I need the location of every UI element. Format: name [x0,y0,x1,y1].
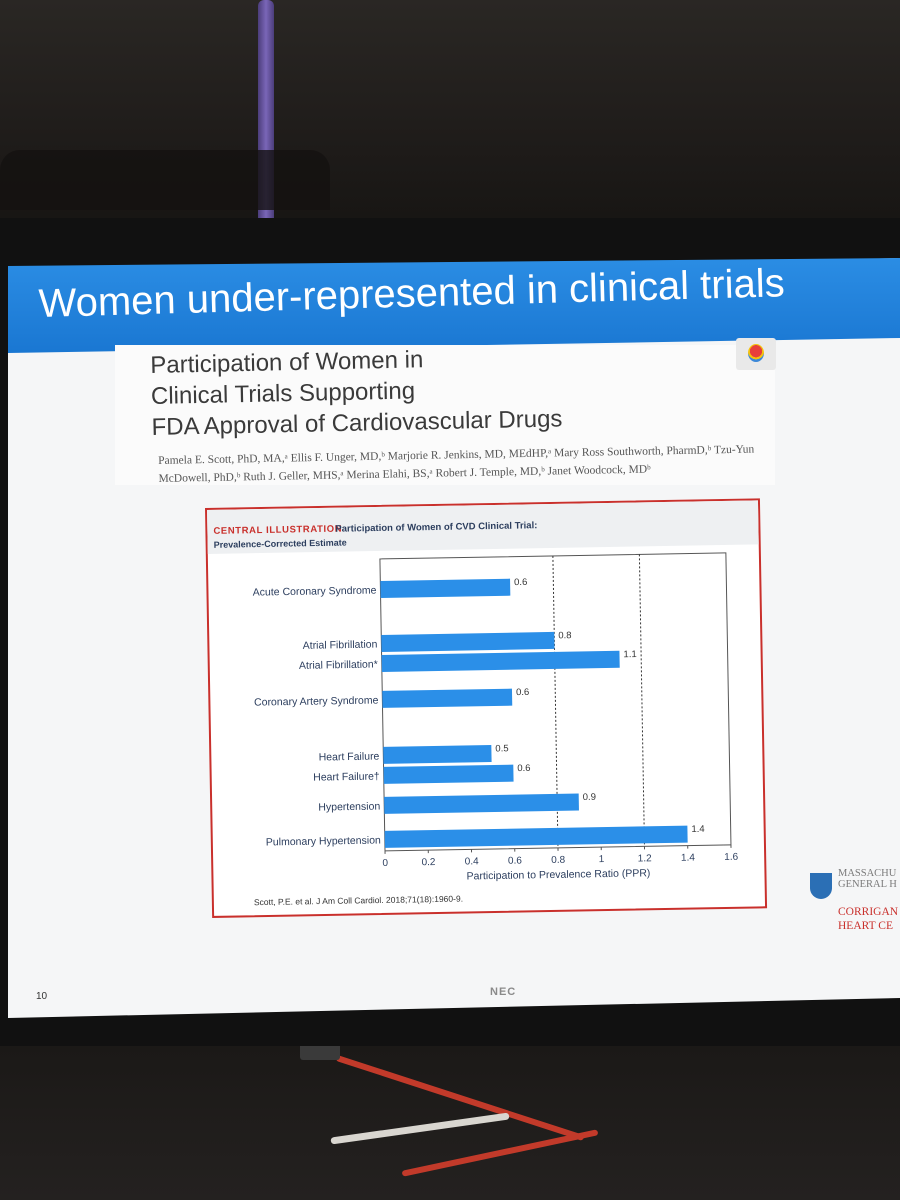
category-label-2: Atrial Fibrillation* [299,659,378,672]
data-label-6: 0.9 [583,792,596,803]
ppr-bar-chart: Acute Coronary Syndrome 0.6 Atrial Fibrill… [253,552,739,882]
bar-4 [383,745,492,764]
category-label-5: Heart Failure† [313,770,380,783]
category-label-0: Acute Coronary Syndrome [253,585,377,599]
bar-6 [384,793,579,814]
x-tick-label-8: 1.6 [724,852,739,863]
slide-number: 10 [36,991,48,1002]
illustration-label: CENTRAL ILLUSTRATION [213,523,343,537]
monitor-brand-logo: NEC [490,986,517,998]
paper-title: Participation of Women in Clinical Trial… [150,346,563,441]
citation: Scott, P.E. et al. J Am Coll Cardiol. 20… [253,893,464,908]
data-label-3: 0.6 [516,687,529,698]
chair-silhouette [0,150,330,210]
illustration-heading: Participation of Women of CVD Clinical T… [335,520,538,535]
room-background-bottom [0,1030,900,1200]
x-tick-label-1: 0.2 [421,857,436,868]
category-label-3: Coronary Artery Syndrome [254,695,379,709]
x-tick-label-5: 1 [599,854,605,865]
data-label-7: 1.4 [691,824,704,835]
category-label-6: Hypertension [318,800,380,813]
central-illustration: CENTRAL ILLUSTRATION Participation of Wo… [205,498,768,918]
x-tick-label-0: 0 [382,858,388,869]
data-label-5: 0.6 [517,763,530,774]
x-tick-label-6: 1.2 [638,853,653,864]
mgh-logo-text: MASSACHU GENERAL H [838,868,897,890]
bar-0 [380,578,511,598]
x-tick-label-4: 0.8 [551,855,566,866]
x-axis-label: Participation to Prevalence Ratio (PPR) [466,867,650,882]
x-tick-label-2: 0.4 [465,856,480,867]
illustration-subheading: Prevalence-Corrected Estimate [213,537,347,550]
category-label-1: Atrial Fibrillation [303,639,378,652]
bar-1 [381,631,555,652]
mgh-shield-icon [810,873,832,899]
data-label-1: 0.8 [558,630,571,641]
bar-3 [382,688,513,708]
x-tick-label-3: 0.6 [508,856,523,867]
slide-header-bar [8,258,900,353]
corrigan-logo-text: CORRIGAN HEART CE [838,906,899,932]
data-label-0: 0.6 [514,577,527,588]
bar-7 [384,825,688,848]
bar-2 [381,650,620,672]
x-tick-label-7: 1.4 [681,852,696,863]
paper-panel [115,345,775,485]
bookmark-icon [736,338,776,370]
data-label-4: 0.5 [495,743,508,754]
data-label-2: 1.1 [623,649,636,660]
category-label-7: Pulmonary Hypertension [266,834,381,848]
bar-5 [383,764,514,784]
category-label-4: Heart Failure [319,750,380,763]
